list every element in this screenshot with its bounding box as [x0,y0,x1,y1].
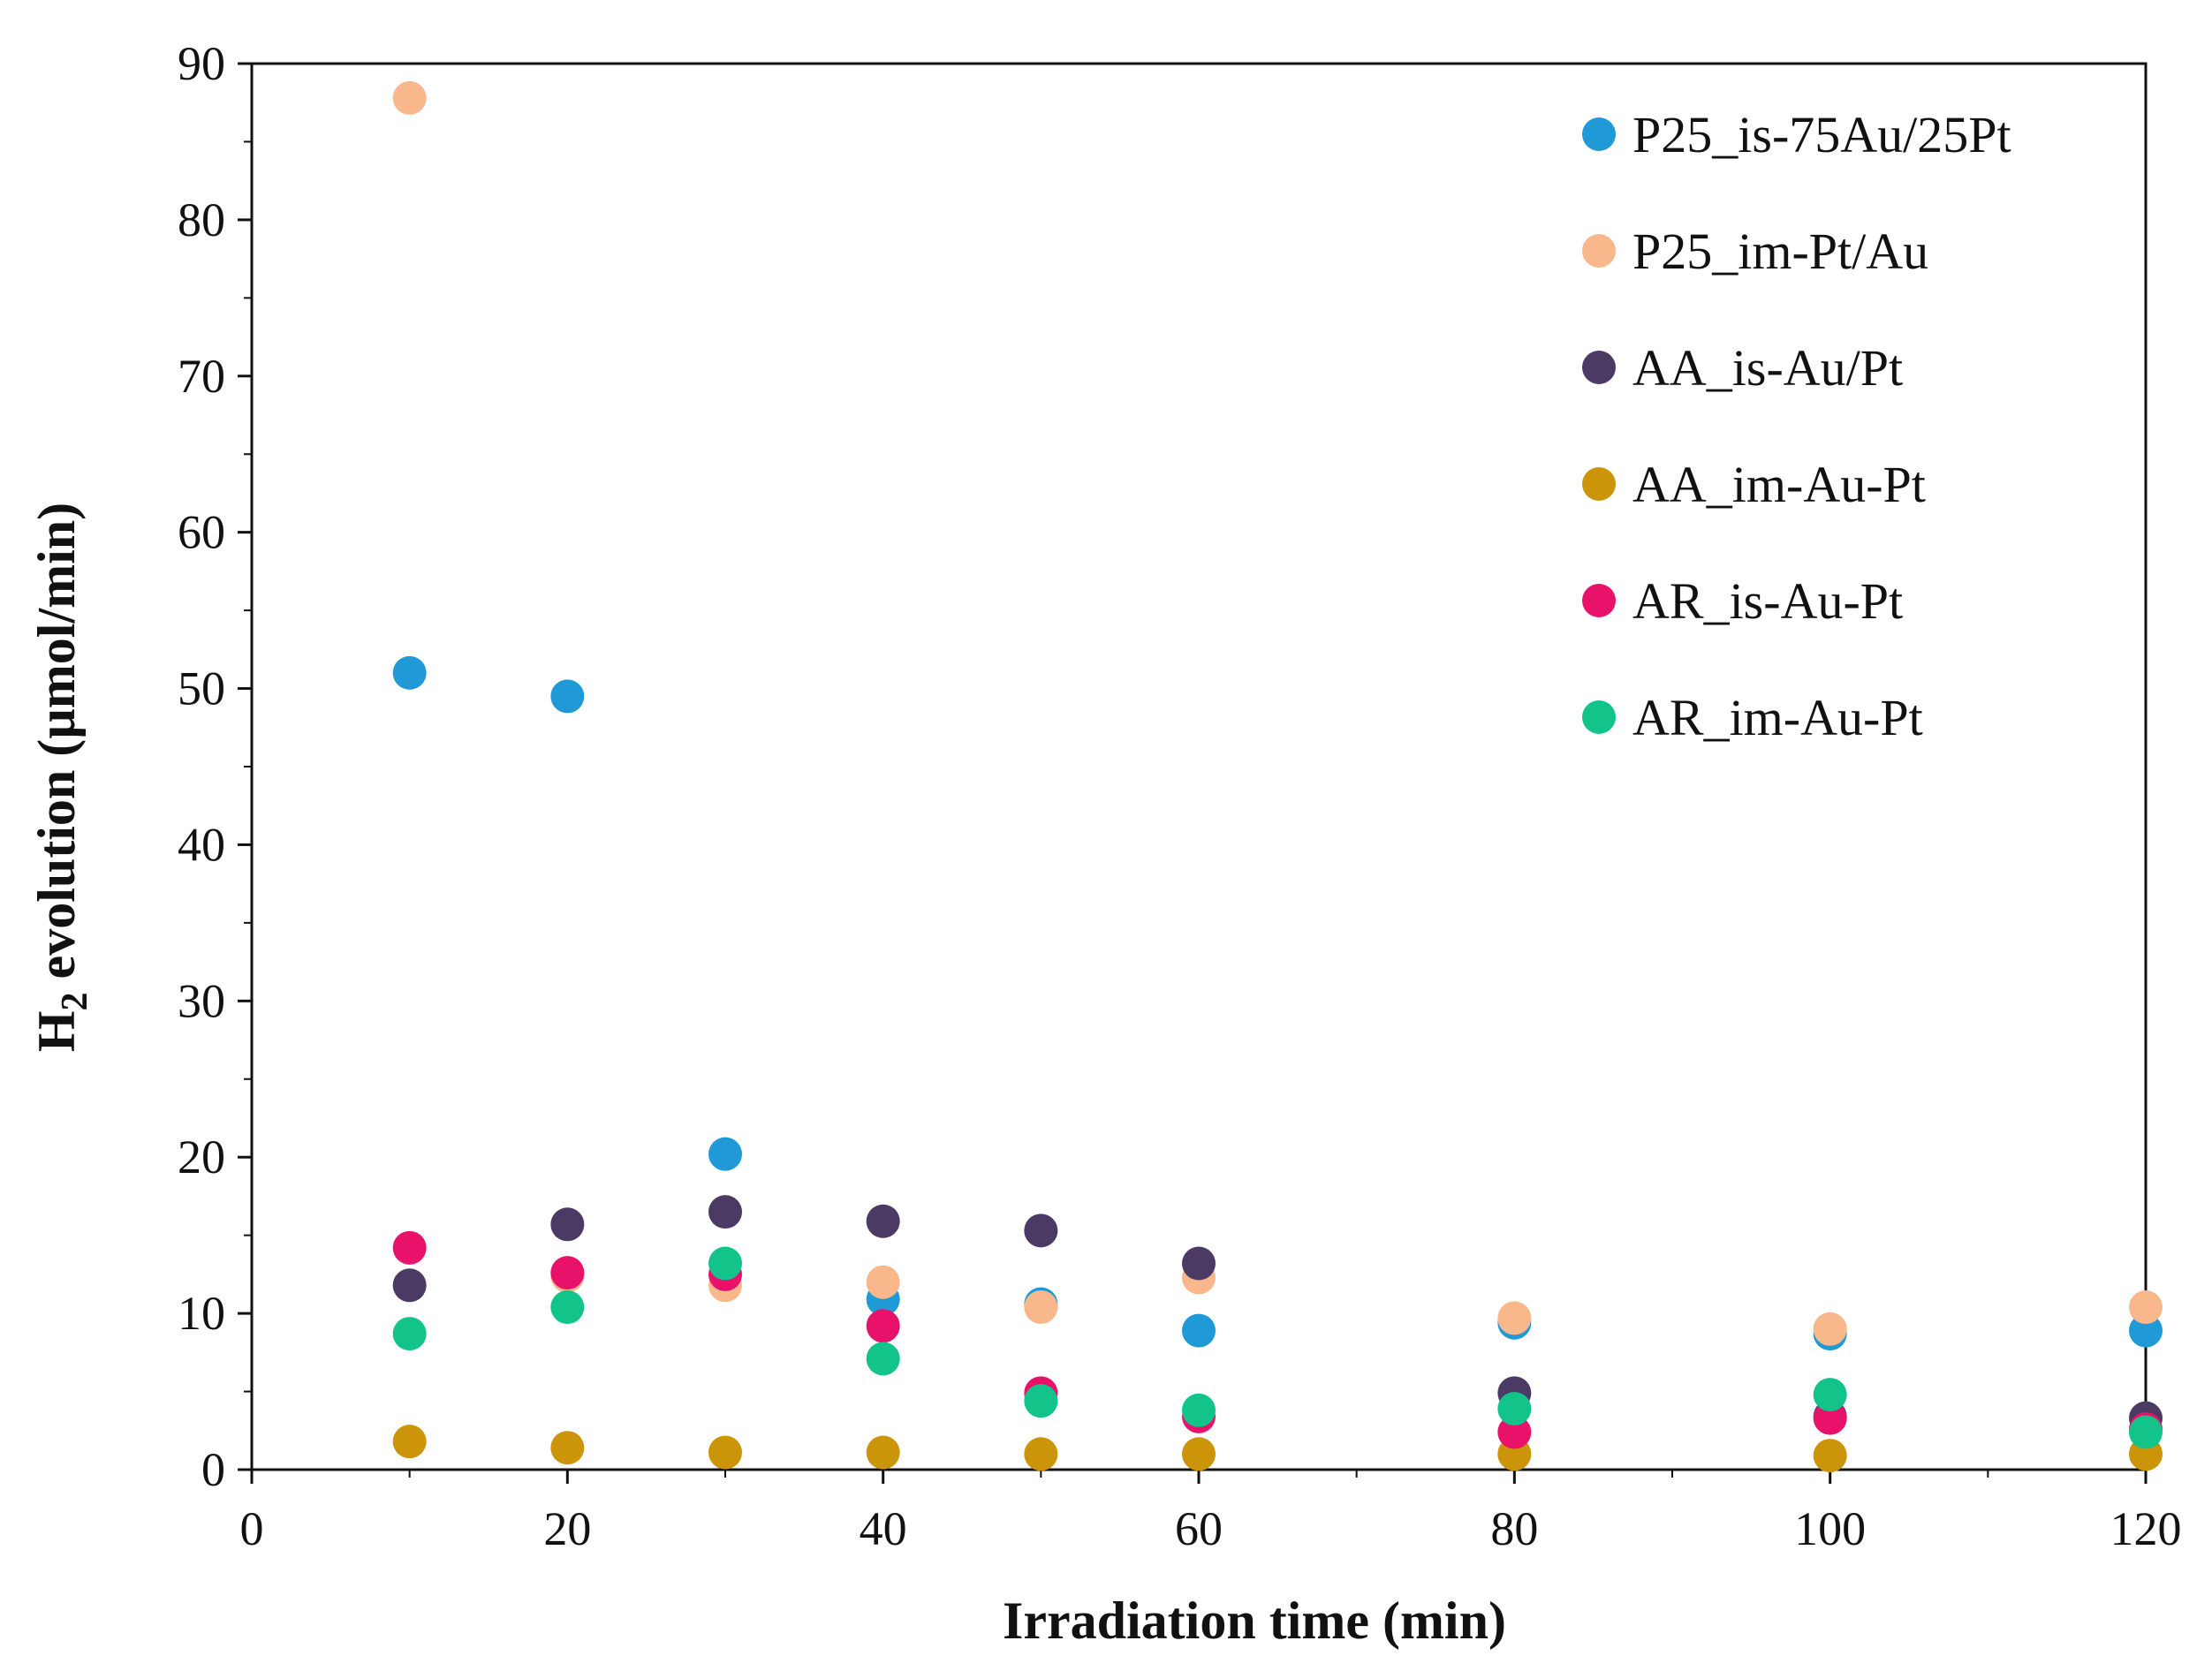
data-point [392,655,427,690]
data-point [866,1342,900,1376]
x-tick-label: 120 [2110,1502,2182,1555]
data-point [866,1265,900,1299]
data-point [708,1137,742,1171]
legend-marker [1582,467,1616,501]
legend-label: AR_is-Au-Pt [1632,572,1903,630]
y-tick-label: 80 [178,193,225,246]
data-point [708,1195,742,1229]
y-tick-label: 40 [178,818,225,871]
x-tick-label: 80 [1490,1502,1538,1555]
data-point [1182,1437,1216,1471]
y-axis-title: H2 evolution (µmol/min) [27,503,95,1052]
data-point [550,1290,585,1325]
data-point [866,1435,900,1470]
data-point [2129,1313,2163,1348]
data-point [1024,1290,1058,1325]
data-point [392,1317,427,1351]
legend-item: AR_im-Au-Pt [1582,689,1923,746]
y-tick-label: 30 [178,974,225,1027]
data-point [1024,1214,1058,1248]
legend-item: P25_im-Pt/Au [1582,223,1928,280]
y-axis-title-subscript: 2 [55,992,95,1010]
x-tick-label: 100 [1794,1502,1866,1555]
tick-labels: 0 10 20 30 40 50 60 70 80 90 0 20 40 60 80 100 120 [178,37,2182,1555]
y-tick-label: 50 [178,662,225,715]
data-point [708,1246,742,1281]
y-tick-label: 10 [178,1287,225,1340]
data-point [1813,1312,1847,1346]
data-point [708,1435,742,1470]
data-point [392,80,427,115]
legend-item: AA_im-Au-Pt [1582,456,1926,513]
data-point [2129,1415,2163,1449]
data-point [550,1256,585,1290]
y-tick-label: 90 [178,37,225,90]
data-point [550,1207,585,1242]
data-point [392,1425,427,1459]
data-point [1497,1415,1532,1449]
y-axis-title-main: H [27,1010,86,1052]
data-point [1182,1246,1216,1281]
legend-label: AR_im-Au-Pt [1632,689,1923,746]
data-points [392,80,2163,1473]
data-point [866,1204,900,1238]
x-tick-label: 0 [240,1502,264,1555]
data-point [1024,1384,1058,1418]
data-point [1813,1439,1847,1473]
y-tick-label: 60 [178,506,225,559]
data-point [550,1431,585,1465]
data-point [392,1268,427,1303]
legend-label: P25_im-Pt/Au [1632,223,1928,280]
legend-marker [1582,700,1616,734]
data-point [2129,1290,2163,1325]
legend-marker [1582,234,1616,268]
legend-label: P25_is-75Au/25Pt [1632,106,2011,163]
data-point [392,1230,427,1265]
legend-item: AR_is-Au-Pt [1582,572,1903,630]
x-axis-title: Irradiation time (min) [1003,1592,1506,1650]
legend-marker [1582,351,1616,384]
y-tick-label: 20 [178,1130,225,1183]
legend-label: AA_im-Au-Pt [1632,456,1926,513]
data-point [1497,1301,1532,1335]
legend-marker [1582,117,1616,151]
data-point [866,1309,900,1343]
data-point [550,679,585,714]
series-6 [392,1246,2163,1449]
data-point [1813,1401,1847,1435]
legend: P25_is-75Au/25Pt P25_im-Pt/Au AA_is-Au/Pt A… [1582,106,2011,746]
y-tick-label: 70 [178,350,225,403]
data-point [1182,1393,1216,1427]
y-axis-title-rest: evolution (µmol/min) [27,503,86,993]
legend-label: AA_is-Au/Pt [1632,339,1903,397]
x-tick-label: 40 [860,1502,907,1555]
legend-item: P25_is-75Au/25Pt [1582,106,2011,163]
x-tick-label: 20 [543,1502,591,1555]
axis-ticks [238,62,2148,1484]
series-4 [392,1425,2163,1473]
y-tick-label: 0 [201,1443,225,1496]
data-point [1182,1313,1216,1348]
legend-item: AA_is-Au/Pt [1582,339,1903,397]
data-point [1813,1378,1847,1412]
legend-marker [1582,584,1616,617]
data-point [1024,1437,1058,1471]
x-tick-label: 60 [1175,1502,1223,1555]
data-point [1497,1392,1532,1426]
